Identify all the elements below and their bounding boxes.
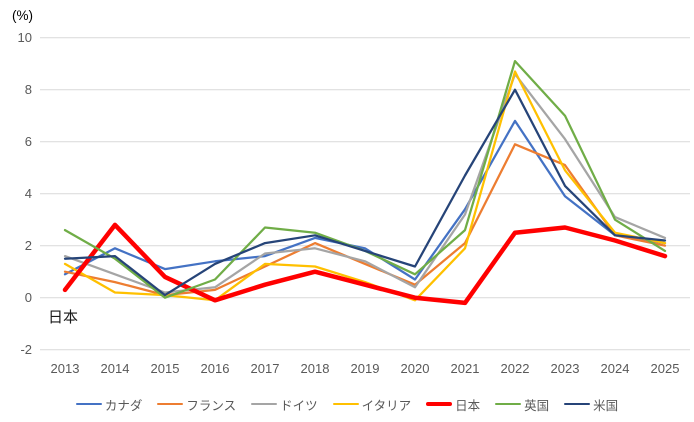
legend-label-japan: 日本 (455, 398, 481, 413)
y-axis-tick-labels: 10 8 6 4 2 0 -2 (18, 30, 32, 357)
series-line-japan (62, 222, 668, 306)
legend-label-canada: カナダ (104, 398, 143, 413)
x-tick-label-2013: 2013 (51, 361, 80, 376)
legend-item-canada: カナダ (75, 395, 143, 414)
legend-item-japan: 日本 (426, 395, 480, 414)
x-tick-label-2019: 2019 (351, 361, 380, 376)
x-tick-label-2024: 2024 (601, 361, 630, 376)
x-tick-label-2020: 2020 (401, 361, 430, 376)
legend-swatch-japan (426, 402, 453, 406)
legend-label-us: 米国 (593, 398, 619, 413)
x-axis-tick-labels: 2013 2014 2015 2016 2017 2018 2019 2020 2021 2022… (51, 361, 680, 376)
y-tick-label-4: 4 (25, 186, 32, 201)
legend-label-italy: イタリア (361, 398, 412, 413)
legend-item-germany: ドイツ (251, 395, 318, 414)
y-tick-label-2: 2 (25, 238, 32, 253)
legend-item-us: 米国 (564, 395, 618, 414)
series-line-france (63, 143, 667, 297)
legend-swatch-uk (495, 402, 522, 406)
legend-item-italy: イタリア (332, 395, 412, 414)
y-axis-unit-label: (%) (12, 8, 33, 23)
japan-annotation-label: 日本 (48, 309, 78, 326)
legend-swatch-france (157, 402, 184, 406)
legend-swatch-italy (332, 402, 359, 406)
y-tick-label-6: 6 (25, 134, 32, 149)
y-tick-label--2: -2 (20, 342, 32, 357)
legend-item-france: フランス (157, 395, 236, 414)
legend-label-france: フランス (186, 398, 237, 413)
series-lines (62, 59, 668, 306)
legend-label-uk: 英国 (524, 398, 550, 413)
x-tick-label-2017: 2017 (251, 361, 280, 376)
legend-label-germany: ドイツ (280, 398, 318, 413)
series-line-germany (63, 72, 667, 294)
legend-item-uk: 英国 (495, 395, 549, 414)
legend-swatch-canada (75, 402, 102, 406)
x-tick-label-2021: 2021 (451, 361, 480, 376)
x-tick-label-2014: 2014 (101, 361, 130, 376)
y-tick-label-10: 10 (18, 30, 32, 45)
x-tick-label-2023: 2023 (551, 361, 580, 376)
legend-swatch-germany (251, 402, 278, 406)
x-tick-label-2022: 2022 (501, 361, 530, 376)
y-tick-label-8: 8 (25, 82, 32, 97)
gridlines (40, 37, 690, 351)
x-tick-label-2015: 2015 (151, 361, 180, 376)
legend: カナダ フランス ドイツ イタリア 日本 英国 米国 (0, 392, 694, 416)
series-line-us (63, 88, 667, 297)
series-line-canada (63, 119, 667, 281)
x-tick-label-2016: 2016 (201, 361, 230, 376)
y-tick-label-0: 0 (25, 290, 32, 305)
x-tick-label-2025: 2025 (651, 361, 680, 376)
legend-swatch-us (564, 402, 591, 406)
x-tick-label-2018: 2018 (301, 361, 330, 376)
